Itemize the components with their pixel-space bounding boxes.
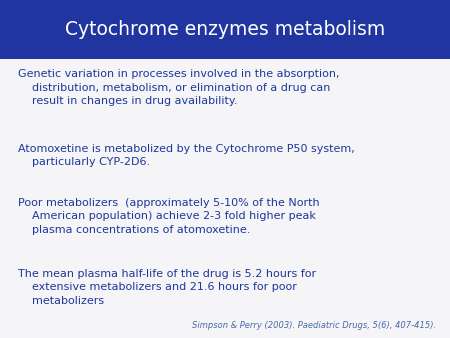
FancyBboxPatch shape [0,0,450,59]
Text: Genetic variation in processes involved in the absorption,
    distribution, met: Genetic variation in processes involved … [18,69,339,106]
Text: Simpson & Perry (2003). Paediatric Drugs, 5(6), 407-415).: Simpson & Perry (2003). Paediatric Drugs… [193,320,436,330]
Text: The mean plasma half-life of the drug is 5.2 hours for
    extensive metabolizer: The mean plasma half-life of the drug is… [18,269,316,306]
Text: Atomoxetine is metabolized by the Cytochrome P50 system,
    particularly CYP-2D: Atomoxetine is metabolized by the Cytoch… [18,144,355,167]
Text: Poor metabolizers  (approximately 5-10% of the North
    American population) ac: Poor metabolizers (approximately 5-10% o… [18,198,319,235]
Text: Cytochrome enzymes metabolism: Cytochrome enzymes metabolism [65,20,385,39]
